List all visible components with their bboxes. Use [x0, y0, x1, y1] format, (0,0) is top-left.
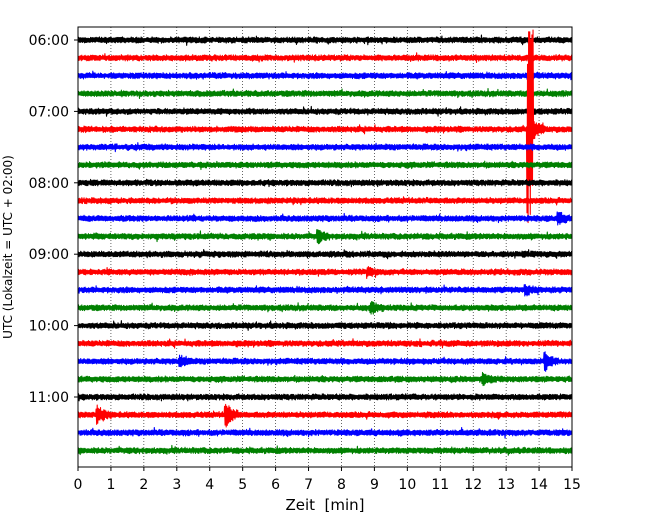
seismogram-traces	[77, 29, 573, 456]
trace-1115	[77, 403, 573, 428]
x-tick-label-13: 13	[497, 477, 515, 493]
trace-0845	[77, 229, 573, 245]
trace-0745	[77, 160, 573, 171]
trace-0630	[77, 70, 573, 81]
x-tick-label-4: 4	[205, 477, 214, 493]
trace-0600	[77, 34, 573, 46]
x-tick-label-12: 12	[464, 477, 482, 493]
trace-0615	[77, 52, 573, 64]
trace-0800	[77, 178, 573, 188]
trace-1100	[77, 393, 573, 402]
y-tick-label-2: 08:00	[29, 176, 69, 192]
trace-0730	[77, 142, 573, 153]
trace-1130	[77, 426, 573, 439]
x-tick-label-3: 3	[172, 477, 181, 493]
trace-0700	[77, 105, 573, 117]
y-tick-label-4: 10:00	[29, 319, 69, 335]
y-axis-label: UTC (Lokalzeit = UTC + 02:00)	[1, 155, 15, 339]
trace-1015	[77, 338, 573, 349]
trace-0815	[77, 196, 573, 206]
x-tick-label-14: 14	[530, 477, 548, 493]
x-tick-label-7: 7	[304, 477, 313, 493]
x-tick-label-11: 11	[431, 477, 449, 493]
y-axis-ticks: 06:00 07:00 08:00 09:00 10:00 11:00	[29, 33, 78, 406]
x-tick-label-15: 15	[563, 477, 581, 493]
x-tick-label-10: 10	[398, 477, 416, 493]
trace-1030	[77, 351, 573, 372]
x-axis-label: Zeit [min]	[285, 496, 364, 514]
x-tick-label-8: 8	[337, 477, 346, 493]
trace-0645	[77, 88, 573, 99]
trace-0930	[77, 284, 573, 297]
trace-0945	[77, 300, 573, 315]
x-tick-label-6: 6	[271, 477, 280, 493]
y-tick-label-5: 11:00	[29, 390, 69, 406]
y-tick-label-3: 09:00	[29, 247, 69, 263]
y-tick-label-1: 07:00	[29, 104, 69, 120]
trace-1000	[77, 320, 573, 331]
grid-lines	[110, 27, 540, 467]
x-tick-label-0: 0	[74, 477, 83, 493]
x-tick-label-5: 5	[238, 477, 247, 493]
trace-1145	[77, 444, 573, 456]
x-tick-label-1: 1	[106, 477, 115, 493]
x-axis-ticks: 0 1 2 3 4 5 6 7 8 9 10 11 12 13 14 15	[74, 467, 581, 493]
x-tick-label-2: 2	[139, 477, 148, 493]
trace-0830	[77, 211, 573, 226]
trace-0715	[77, 29, 573, 224]
trace-0900	[77, 248, 573, 260]
y-tick-label-0: 06:00	[29, 33, 69, 49]
trace-0915	[77, 265, 573, 280]
x-tick-label-9: 9	[370, 477, 379, 493]
trace-1045	[77, 371, 573, 387]
plot-frame	[77, 26, 573, 468]
